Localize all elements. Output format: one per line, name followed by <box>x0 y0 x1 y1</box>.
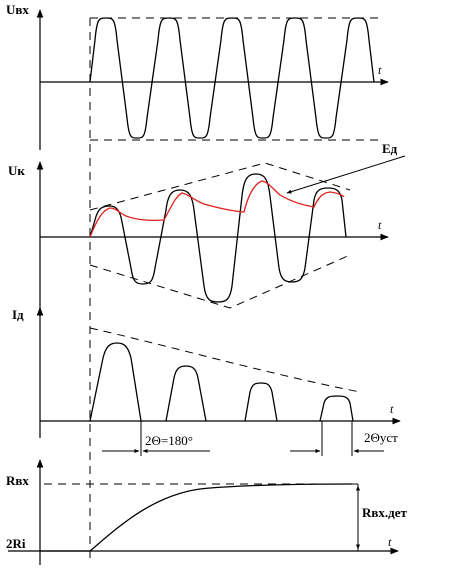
angle-label: 2Θ=180° <box>145 433 193 448</box>
u-k-bottom-envelope <box>89 254 351 309</box>
panel-i-d: Iд t 2Θ=180° 2Θуст <box>12 307 401 456</box>
i-d-pulse-2 <box>165 365 207 422</box>
panel-r-in: Rвх 2Ri t Rвх.дет <box>6 459 408 565</box>
angle-ss-label: 2Θуст <box>364 430 398 445</box>
r-in-label: Rвх <box>6 473 29 488</box>
u-in-waveform <box>89 17 375 139</box>
i-d-pulse-3 <box>244 382 278 422</box>
two-ri-label: 2Ri <box>6 536 26 551</box>
i-d-pulse-4 <box>319 395 354 422</box>
panel-u-k: Uк t Eд <box>8 141 406 310</box>
u-k-top-envelope <box>89 162 351 211</box>
panel-u-in: Uвх t <box>6 2 389 150</box>
r-in-det-label: Rвх.дет <box>362 505 408 520</box>
u-in-label: Uвх <box>6 2 29 17</box>
u-k-t-label: t <box>378 218 382 232</box>
i-d-decay-envelope <box>89 327 361 393</box>
u-in-t-label: t <box>378 63 382 77</box>
i-d-label: Iд <box>12 307 24 322</box>
r-in-t-label: t <box>388 535 392 549</box>
u-k-waveform <box>89 173 347 303</box>
u-k-label: Uк <box>8 163 25 178</box>
r-in-curve <box>40 483 353 552</box>
u-k-red-envelope <box>89 180 345 238</box>
e-d-label: Eд <box>382 141 398 156</box>
e-d-pointer <box>286 155 406 194</box>
i-d-pulse-1 <box>89 342 142 422</box>
i-d-t-label: t <box>390 402 394 416</box>
